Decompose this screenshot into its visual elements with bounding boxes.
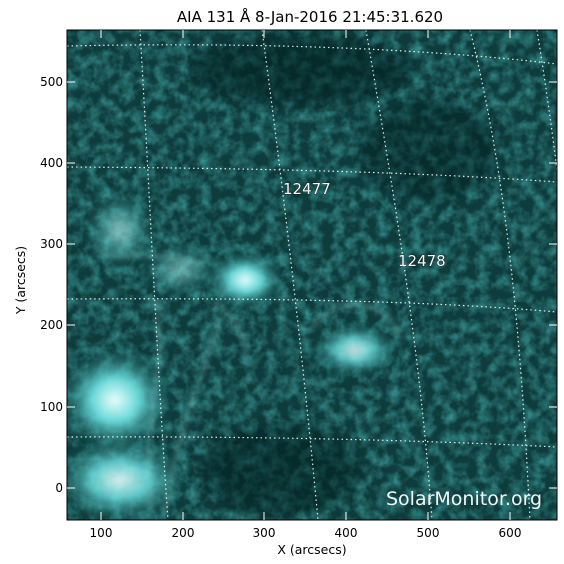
- x-tick-label-100: 100: [90, 526, 113, 540]
- plot-frame: [66, 29, 558, 521]
- y-tick-label-400: 400: [40, 156, 63, 170]
- y-tick-label-100: 100: [40, 400, 63, 414]
- region-label-12478: 12478: [398, 252, 446, 270]
- y-tick-labels: 0 100 200 300 400 500: [40, 75, 63, 495]
- watermark: SolarMonitor.org: [386, 488, 542, 510]
- solar-image: [67, 30, 557, 520]
- axis-ticks: [67, 30, 557, 520]
- y-axis-label: Y (arcsecs): [13, 246, 28, 315]
- y-tick-label-0: 0: [55, 481, 63, 495]
- y-tick-label-200: 200: [40, 318, 63, 332]
- x-tick-label-400: 400: [335, 526, 358, 540]
- x-axis-label: X (arcsecs): [277, 542, 346, 557]
- x-tick-labels: 100 200 300 400 500 600: [90, 526, 522, 540]
- region-label-12477: 12477: [283, 180, 331, 198]
- x-tick-label-300: 300: [253, 526, 276, 540]
- x-tick-label-500: 500: [417, 526, 440, 540]
- y-tick-label-300: 300: [40, 237, 63, 251]
- x-tick-label-200: 200: [172, 526, 195, 540]
- coordinate-grid: [67, 30, 557, 520]
- chart-title: AIA 131 Å 8-Jan-2016 21:45:31.620: [177, 7, 443, 26]
- x-tick-label-600: 600: [499, 526, 522, 540]
- y-tick-label-500: 500: [40, 75, 63, 89]
